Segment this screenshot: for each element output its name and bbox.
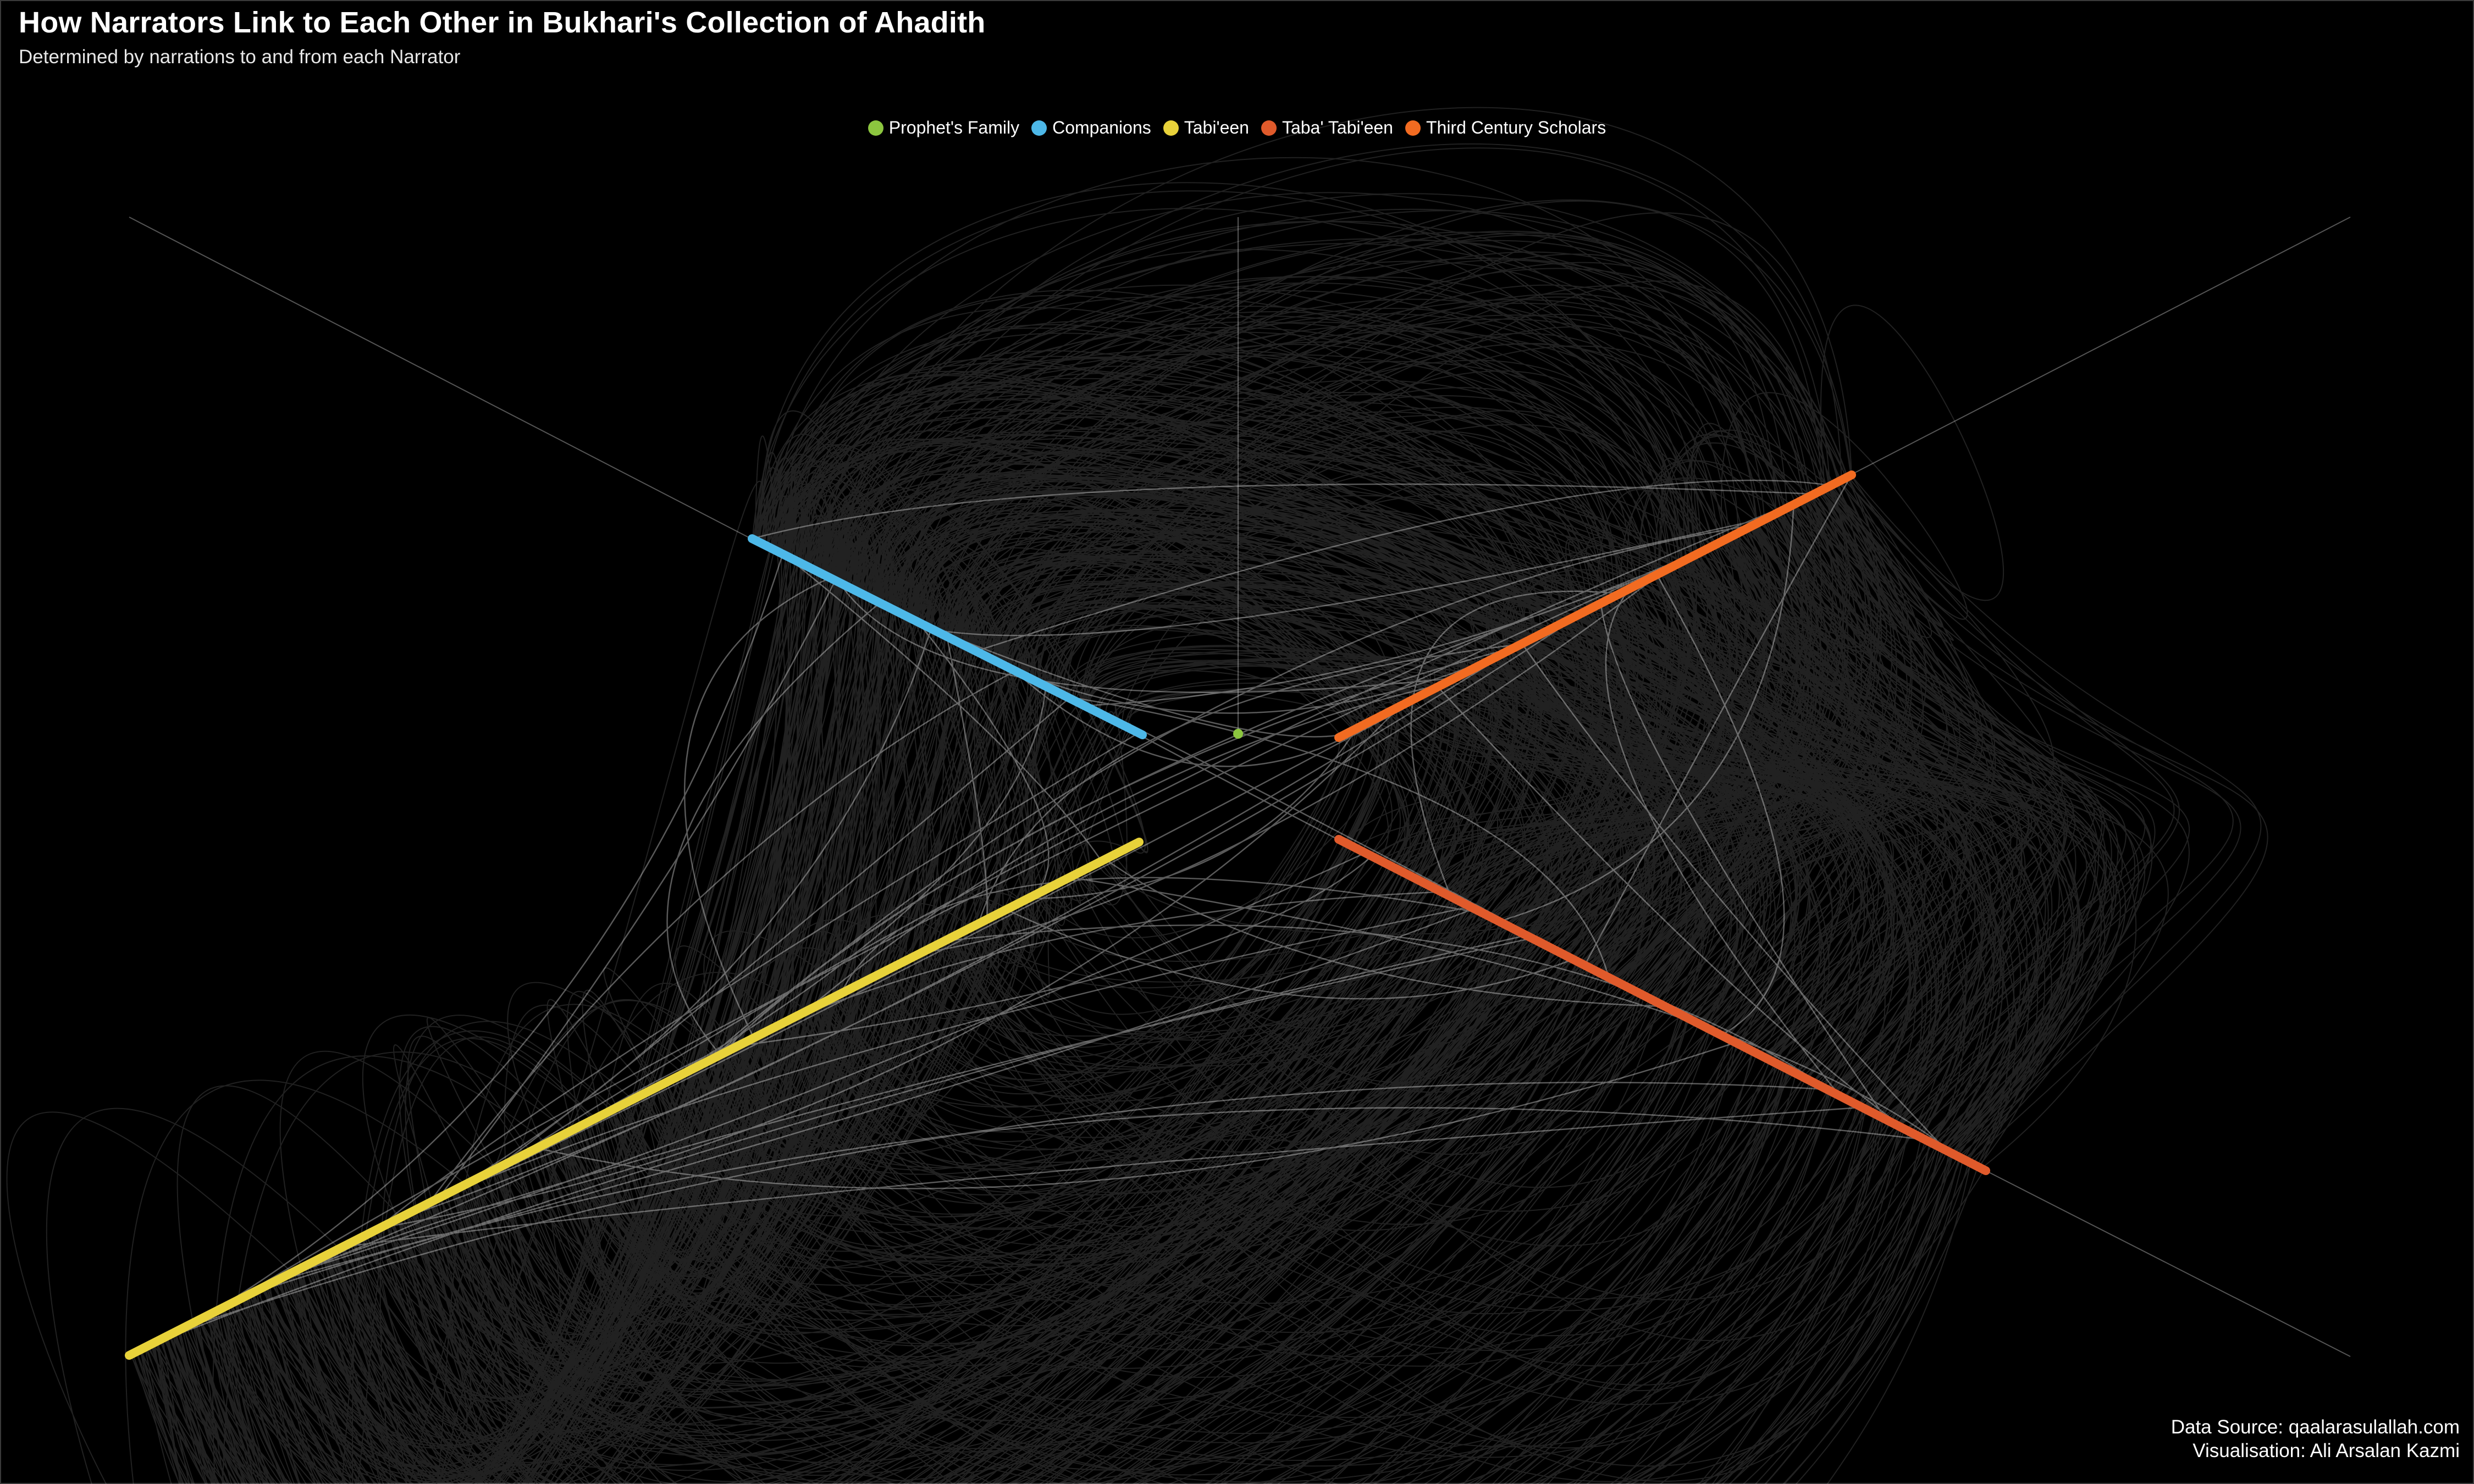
legend-label: Taba' Tabi'een: [1282, 118, 1393, 137]
legend-dot-icon: [1261, 120, 1277, 136]
axis-guide-lines: [129, 217, 2351, 1357]
tabieen-axis: [125, 838, 1144, 1360]
legend-item-taba-tabieen: Taba' Tabi'een: [1261, 118, 1393, 138]
axis-guide-line: [1985, 1170, 2351, 1357]
legend-item-tabieen: Tabi'een: [1163, 118, 1249, 138]
axis-guide-line: [129, 217, 754, 540]
legend-label: Tabi'een: [1184, 118, 1249, 137]
legend-dot-icon: [868, 120, 883, 136]
page-title: How Narrators Link to Each Other in Bukh…: [19, 6, 986, 39]
legend-label: Companions: [1052, 118, 1151, 137]
narration-link-bundle: [6, 107, 2268, 1484]
prophets-family-node: [1233, 729, 1243, 739]
legend-dot-icon: [1031, 120, 1047, 136]
legend-label: Third Century Scholars: [1426, 118, 1606, 137]
axis-guide-line: [1852, 217, 2351, 474]
page-subtitle: Determined by narrations to and from eac…: [19, 46, 461, 68]
visualisation-credit: Visualisation: Ali Arsalan Kazmi: [2193, 1440, 2460, 1461]
legend-item-prophets-family: Prophet's Family: [868, 118, 1019, 138]
legend-item-companions: Companions: [1031, 118, 1151, 138]
credits: Data Source: qaalarasulallah.com Visuali…: [2171, 1415, 2460, 1463]
legend-dot-icon: [1163, 120, 1179, 136]
legend-label: Prophet's Family: [888, 118, 1020, 137]
legend-item-third-century-scholars: Third Century Scholars: [1405, 118, 1606, 138]
legend-dot-icon: [1405, 120, 1421, 136]
third-century-axis: [1334, 470, 1856, 742]
companions-axis: [748, 534, 1147, 739]
narrator-links: [6, 107, 2268, 1484]
data-source-credit: Data Source: qaalarasulallah.com: [2171, 1416, 2460, 1438]
narrator-axes: [125, 470, 1990, 1360]
taba-tabieen-axis: [1334, 835, 1990, 1175]
legend: Prophet's Family Companions Tabi'een Tab…: [0, 118, 2474, 138]
